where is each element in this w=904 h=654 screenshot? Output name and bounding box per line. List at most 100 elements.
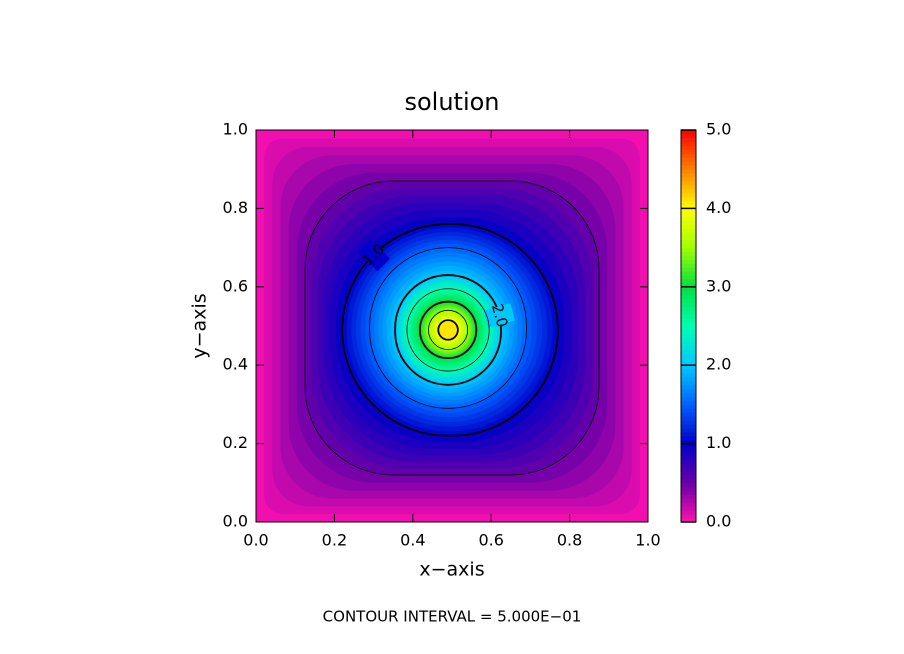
colorbar-swatch [681, 490, 696, 496]
colorbar-swatch [681, 337, 696, 343]
colorbar-tick-label: 3.0 [706, 276, 731, 295]
colorbar-swatch [681, 212, 696, 217]
colorbar-swatch [681, 388, 696, 394]
colorbar-swatch [681, 384, 696, 390]
colorbar-swatch [681, 216, 696, 221]
colorbar-swatch [681, 188, 696, 194]
colorbar-swatch [681, 286, 696, 292]
colorbar-swatch [681, 196, 696, 202]
colorbar-swatch [681, 220, 696, 225]
colorbar-swatch [681, 239, 696, 245]
colorbar-swatch [681, 502, 696, 507]
y-tick-label: 0.2 [223, 433, 248, 452]
colorbar-swatch [681, 420, 696, 425]
colorbar-swatch [681, 408, 696, 413]
colorbar-tick-label: 4.0 [706, 198, 731, 217]
contour-line [437, 319, 459, 341]
colorbar-tick-label: 5.0 [706, 120, 731, 139]
colorbar-swatch [681, 290, 696, 296]
colorbar-swatch [681, 177, 696, 182]
colorbar-swatch [681, 310, 696, 315]
colorbar-swatch [681, 478, 696, 484]
colorbar-swatch [681, 314, 696, 319]
colorbar-swatch [681, 376, 696, 382]
colorbar-swatch [681, 161, 696, 166]
chart-title: solution [404, 88, 499, 116]
colorbar-swatch [681, 294, 696, 300]
colorbar-swatch [681, 424, 696, 429]
colorbar-swatch [681, 133, 696, 139]
colorbar-swatch [681, 506, 696, 511]
colorbar-swatch [681, 275, 696, 280]
colorbar-swatch [681, 145, 696, 151]
contour-line [428, 309, 469, 350]
colorbar-swatch [681, 192, 696, 198]
colorbar-swatch [681, 130, 696, 135]
y-tick-label: 1.0 [223, 120, 248, 139]
colorbar-swatch [681, 271, 696, 276]
colorbar-swatch [681, 200, 696, 205]
colorbar-swatch [681, 224, 696, 229]
colorbar-swatch [681, 326, 696, 331]
colorbar-swatch [681, 514, 696, 519]
colorbar-tick-label: 1.0 [706, 433, 731, 452]
colorbar-swatch [681, 451, 696, 456]
colorbar-swatch [681, 404, 696, 409]
colorbar-swatch [681, 255, 696, 260]
colorbar-swatch [681, 412, 696, 417]
contour-label-bg [483, 303, 516, 329]
x-axis-label: x−axis [419, 559, 484, 581]
colorbar-swatch [681, 153, 696, 158]
colorbar-swatch [681, 208, 696, 213]
colorbar-swatch [681, 392, 696, 398]
colorbar-swatch [681, 369, 696, 374]
colorbar-swatch [681, 416, 696, 421]
colorbar-swatch [681, 306, 696, 311]
colorbar-swatch [681, 482, 696, 488]
field-band [438, 320, 458, 340]
colorbar-swatch [681, 298, 696, 303]
x-tick-label: 0.4 [400, 531, 425, 550]
colorbar-swatch [681, 165, 696, 170]
colorbar-swatch [681, 510, 696, 515]
colorbar-swatch [681, 447, 696, 452]
contour-line [418, 300, 478, 360]
colorbar-swatch [681, 380, 696, 386]
contour-interval-note: CONTOUR INTERVAL = 5.000E−01 [323, 608, 582, 626]
colorbar-swatch [681, 263, 696, 268]
colorbar-swatch [681, 235, 696, 241]
colorbar-swatch [681, 267, 696, 272]
colorbar-swatch [681, 361, 696, 366]
colorbar-swatch [681, 518, 696, 523]
contour-line [406, 288, 490, 372]
colorbar-swatch [681, 231, 696, 237]
colorbar-tick-label: 0.0 [706, 512, 731, 531]
y-tick-label: 0.6 [223, 276, 248, 295]
contour-label: 2.0 [488, 302, 512, 330]
colorbar-swatch [681, 184, 696, 190]
x-tick-label: 0.6 [478, 531, 503, 550]
x-tick-label: 0.2 [322, 531, 347, 550]
colorbar-swatch [681, 259, 696, 264]
colorbar-swatch [681, 318, 696, 323]
colorbar-tick-label: 2.0 [706, 355, 731, 374]
colorbar-swatch [681, 302, 696, 307]
contour-line [369, 247, 527, 409]
colorbar-swatch [681, 400, 696, 405]
x-tick-label: 1.0 [635, 531, 660, 550]
colorbar-swatch [681, 467, 696, 472]
colorbar-swatch [681, 141, 696, 147]
colorbar-swatch [681, 435, 696, 441]
colorbar-swatch [681, 149, 696, 155]
colorbar-swatch [681, 494, 696, 499]
colorbar-swatch [681, 365, 696, 370]
colorbar-swatch [681, 471, 696, 476]
y-tick-label: 0.8 [223, 198, 248, 217]
colorbar-swatch [681, 439, 696, 445]
colorbar-swatch [681, 157, 696, 162]
colorbar-swatch [681, 427, 696, 433]
y-tick-label: 0.4 [223, 355, 248, 374]
plot-frame [255, 129, 649, 523]
colorbar-swatch [681, 169, 696, 174]
